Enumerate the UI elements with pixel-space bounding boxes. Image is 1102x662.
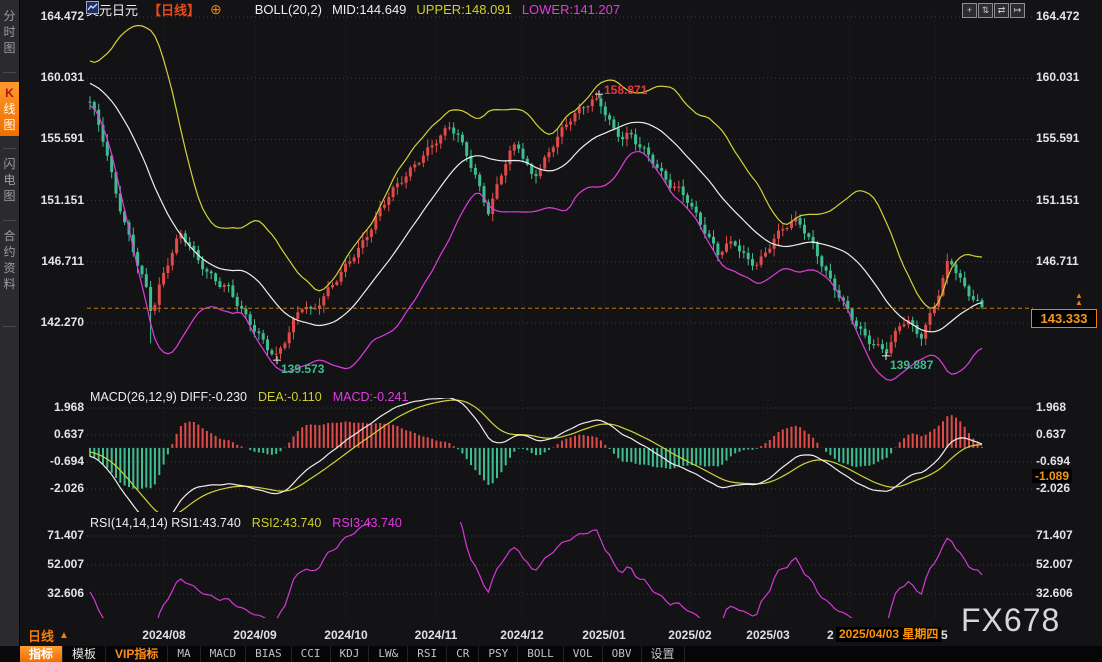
rsi-axis-label-left: 52.007 (47, 557, 84, 571)
sidebar-item-time-chart[interactable]: 分时图 (3, 9, 16, 55)
sidebar-divider (3, 326, 16, 327)
indicator-tab-bar: 指标 模板 VIP指标 MA MACD BIAS CCI KDJ LW& RSI CR PSY BOLL… (20, 646, 1102, 662)
add-indicator-icon[interactable]: ⊕ (210, 1, 222, 17)
price-axis-label-left: 160.031 (40, 70, 84, 85)
price-axis-label-left: 164.472 (40, 9, 84, 23)
tab-vip-indicators[interactable]: VIP指标 (106, 646, 169, 662)
sidebar-item-flash-chart[interactable]: 闪电图 (3, 157, 16, 203)
tab-cr[interactable]: CR (447, 646, 480, 662)
tab-bias[interactable]: BIAS (246, 646, 292, 662)
x-axis-label: 2024/10 (324, 628, 368, 642)
last-price-tag: 143.333 (1031, 309, 1097, 328)
tab-lwr[interactable]: LW& (369, 646, 409, 662)
crosshair-date-tag: 2025/04/03 星期四 (836, 627, 942, 642)
macd-axis-label-right: -2.026 (1036, 480, 1071, 495)
tab-boll[interactable]: BOLL (518, 646, 564, 662)
x-axis-partial-label: 2 (827, 628, 834, 642)
rsi2-label: RSI2:43.740 (251, 516, 322, 530)
period-selector-label: 日线 (28, 629, 55, 644)
price-axis-label-left: 151.151 (40, 192, 84, 207)
price-axis-label-right: 146.711 (1036, 253, 1079, 268)
symbol-title: 美元日元 (86, 2, 139, 18)
macd-dea-label: DEA:-0.110 (258, 390, 322, 404)
rsi3-label: RSI3:43.740 (332, 516, 402, 530)
price-axis-label-right: 151.151 (1036, 192, 1080, 207)
price-axis-label-left: 146.711 (41, 253, 84, 268)
rsi-panel-title: RSI(14,14,14) RSI1:43.740 RSI2:43.740 RS… (90, 516, 402, 530)
tab-rsi[interactable]: RSI (408, 646, 448, 662)
period-tag[interactable]: 【日线】 (148, 2, 201, 18)
rsi-axis-label-left: 71.407 (47, 528, 84, 542)
x-axis-label: 2025/01 (582, 628, 626, 642)
rsi-axis-label-right: 71.407 (1036, 528, 1073, 542)
x-axis-label: 2024/09 (233, 628, 277, 642)
x-axis-label: 2024/08 (142, 628, 186, 642)
sidebar-divider (3, 220, 16, 221)
boll-upper-value: UPPER:148.091 (416, 1, 512, 17)
price-up-arrow-icon: ▲ ▲ (1075, 291, 1083, 307)
tab-obv[interactable]: OBV (603, 646, 642, 662)
x-axis-scale-icon[interactable]: ⇄ (994, 3, 1009, 18)
tab-vol[interactable]: VOL (564, 646, 603, 662)
sidebar-divider (3, 72, 16, 73)
tab-cci[interactable]: CCI (292, 646, 331, 662)
period-selector[interactable]: 日线 ▲ (28, 626, 69, 645)
sidebar-corner (0, 646, 20, 662)
macd-panel-title: MACD(26,12,9) DIFF:-0.230 DEA:-0.110 MAC… (90, 390, 408, 404)
macd-diff-label: MACD(26,12,9) DIFF:-0.230 (90, 390, 247, 404)
macd-current-value-tag: -1.089 (1032, 469, 1073, 483)
tab-indicators[interactable]: 指标 (20, 646, 64, 662)
crosshair-icon[interactable]: + (962, 3, 977, 18)
low-price-annotation-1: 139.573 (281, 362, 325, 376)
tab-ma[interactable]: MA (168, 646, 201, 662)
x-axis-label: 2024/11 (414, 628, 458, 642)
x-axis-label: 2025/03 (746, 628, 790, 642)
tab-kdj[interactable]: KDJ (331, 646, 370, 662)
price-axis-label-right: 164.472 (1036, 9, 1080, 23)
detach-window-icon[interactable]: ↦ (1010, 3, 1025, 18)
macd-axis-label-left: -2.026 (49, 480, 84, 495)
tab-templates[interactable]: 模板 (63, 646, 107, 662)
price-axis-label-left: 155.591 (40, 131, 84, 146)
tab-settings[interactable]: 设置 (642, 646, 685, 662)
macd-value-label: MACD:-0.241 (332, 390, 409, 404)
mini-chart-icon (86, 1, 245, 16)
x-axis-label: 2024/12 (500, 628, 544, 642)
sidebar-item-contract-info[interactable]: 合约资料 (3, 229, 16, 291)
sidebar-divider (3, 148, 16, 149)
boll-mid-value: MID:144.649 (331, 1, 407, 17)
macd-axis-label-right: -0.694 (1036, 453, 1071, 468)
high-price-annotation: 158.871 (604, 83, 648, 97)
chart-header: 美元日元 【日线】 ⊕ BOLL(20,2) MID:144.649 UPPER… (86, 1, 621, 18)
rsi-axis-label-right: 32.606 (1036, 586, 1073, 600)
price-axis-label-right: 155.591 (1036, 131, 1080, 146)
rsi1-label: RSI(14,14,14) RSI1:43.740 (90, 516, 241, 530)
y-axis-scale-icon[interactable]: ⇅ (978, 3, 993, 18)
rsi-axis-label-right: 52.007 (1036, 557, 1073, 571)
macd-axis-label-left: 0.637 (53, 426, 84, 441)
price-axis-label-right: 160.031 (1036, 70, 1080, 85)
period-selector-arrow-icon: ▲ (59, 630, 69, 641)
macd-axis-label-right: 0.637 (1036, 426, 1067, 441)
tab-macd[interactable]: MACD (201, 646, 247, 662)
macd-axis-label-left: 1.968 (53, 399, 84, 414)
rsi-axis-label-left: 32.606 (47, 586, 84, 600)
watermark: FX678 (961, 602, 1061, 638)
macd-axis-label-right: 1.968 (1036, 399, 1067, 414)
x-axis-label: 2025/02 (668, 628, 712, 642)
macd-axis-label-left: -0.694 (49, 453, 84, 468)
price-axis-label-left: 142.270 (40, 314, 84, 329)
low-price-annotation-2: 139.887 (890, 358, 934, 372)
boll-lower-value: LOWER:141.207 (521, 1, 621, 17)
boll-indicator-label: BOLL(20,2) (254, 1, 322, 17)
tab-psy[interactable]: PSY (479, 646, 519, 662)
